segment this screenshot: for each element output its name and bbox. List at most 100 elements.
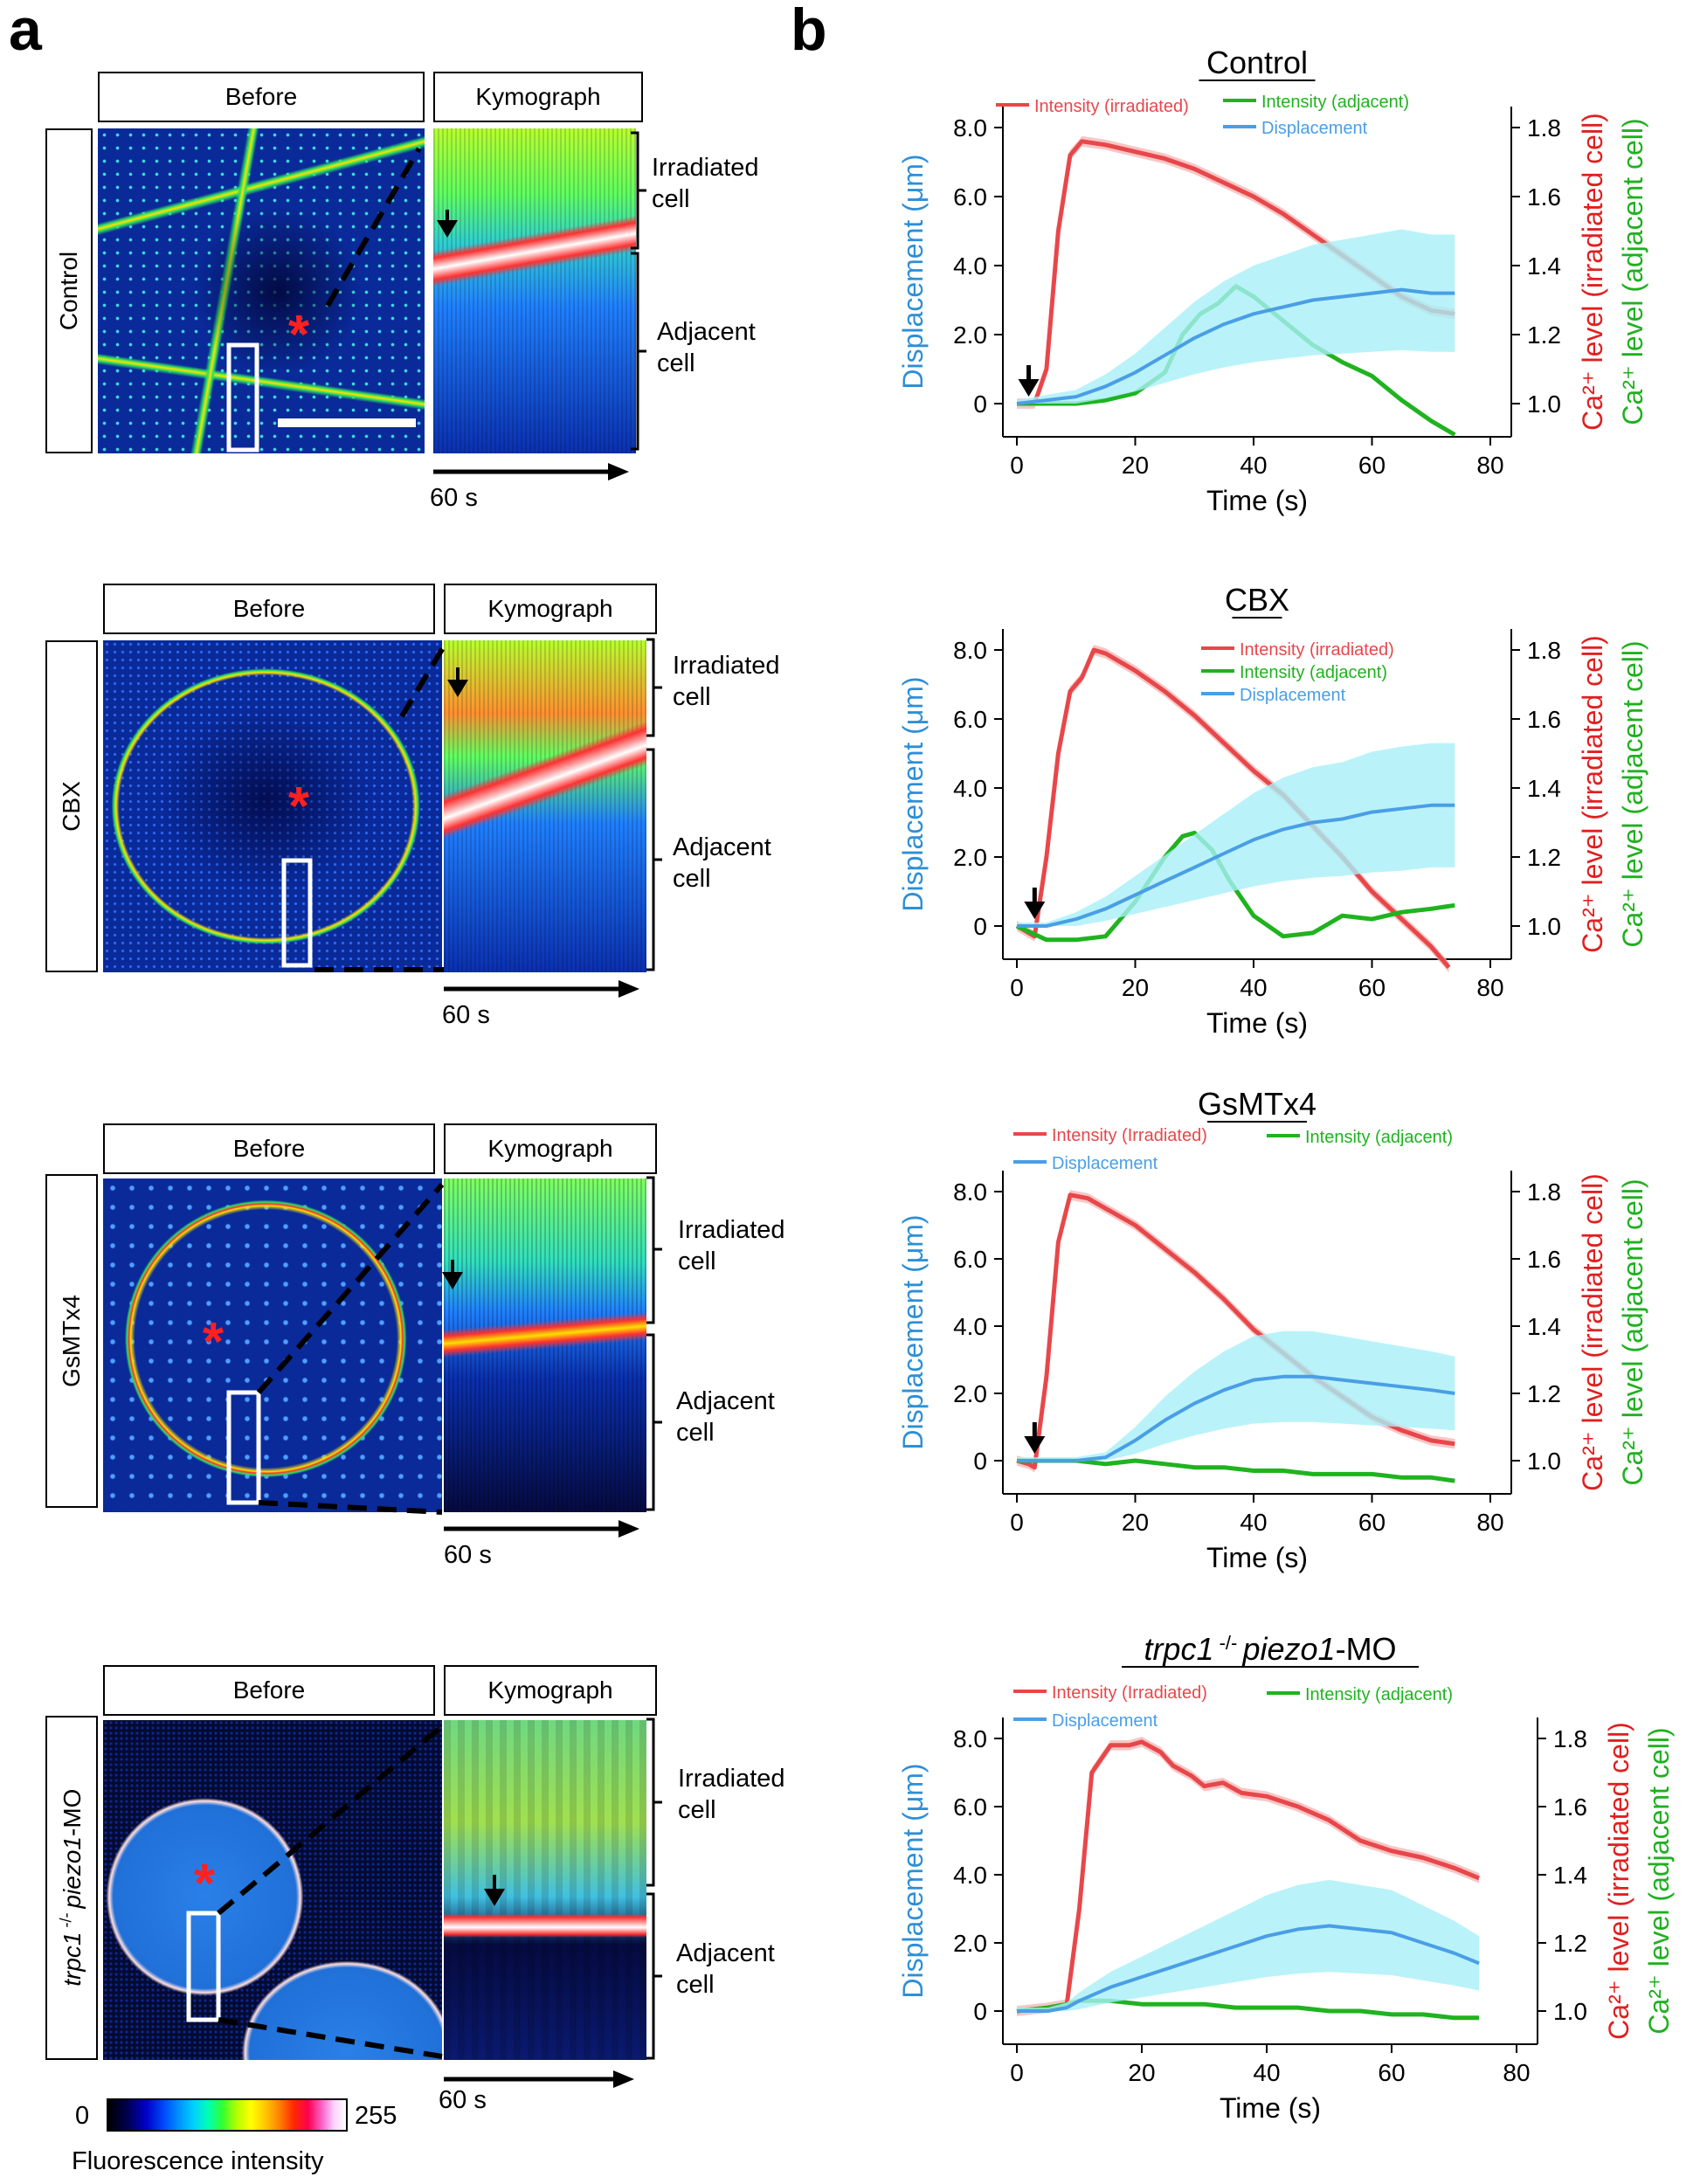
chart-3-displacement-band xyxy=(1017,1330,1455,1461)
chart-3-y2tick-label: 1.6 xyxy=(1527,1246,1561,1273)
colorbar-label: Fluorescence intensity xyxy=(72,2147,324,2175)
bracket-irr-gsmtx4 xyxy=(646,1176,662,1324)
bracket-adj-control xyxy=(631,252,646,451)
chart-1-xtick-label: 40 xyxy=(1240,452,1267,479)
asterisk-gsmtx4: * xyxy=(203,1312,225,1372)
chart-3-y2label-adjacent: Ca²⁺ level (adjacent cell) xyxy=(1617,1178,1648,1485)
chart-4-ytick-label: 2.0 xyxy=(953,1930,987,1957)
before-label-row3: Before xyxy=(103,1123,435,1174)
chart-3-title: GsMTx4 xyxy=(1198,1086,1316,1122)
chart-3-arrow-head xyxy=(1024,1436,1046,1454)
chart-3-xtick-label: 20 xyxy=(1122,1509,1149,1536)
chart-1-title: Control xyxy=(1206,45,1308,80)
start-arrow-trpc1 xyxy=(484,1889,505,1906)
kymograph-image-trpc1-piezo1 xyxy=(444,1720,646,2060)
chart-3-y2tick-label: 1.0 xyxy=(1527,1448,1561,1475)
chart-4-xtick-label: 40 xyxy=(1253,2059,1280,2086)
chart-1-y2tick-label: 1.8 xyxy=(1527,114,1561,142)
chart-4-xtick-label: 20 xyxy=(1128,2059,1155,2086)
condition-label-cbx: CBX xyxy=(45,640,98,972)
chart-4-y2tick-label: 1.6 xyxy=(1553,1794,1587,1821)
chart-1-xtick-label: 60 xyxy=(1358,452,1386,479)
chart-4-y2tick-label: 1.0 xyxy=(1553,1998,1587,2025)
adjacent-label-control: Adjacent cell xyxy=(657,318,756,378)
chart-2-xtick-label: 0 xyxy=(1010,974,1024,1001)
chart-4-ytick-label: 0 xyxy=(973,1998,987,2025)
time-arrowhead-gsmtx4 xyxy=(618,1520,639,1538)
chart-4-y2tick-label: 1.2 xyxy=(1553,1930,1587,1957)
asterisk-trpc1: * xyxy=(194,1854,216,1914)
chart-2-xtick-label: 40 xyxy=(1240,974,1267,1001)
chart-2-y2tick-label: 1.6 xyxy=(1527,706,1561,733)
bracket-irr-trpc1 xyxy=(646,1717,662,1887)
time-label-gsmtx4: 60 s xyxy=(444,1541,492,1569)
chart-3-xlabel: Time (s) xyxy=(1206,1542,1308,1573)
asterisk-cbx: * xyxy=(288,777,310,837)
chart-3-legend-displacement: Displacement xyxy=(1052,1154,1158,1173)
chart-2-ytick-label: 0 xyxy=(973,913,987,940)
start-arrow-gsmtx4 xyxy=(442,1272,463,1289)
bracket-irr-control xyxy=(631,131,646,250)
roi-box-trpc1 xyxy=(186,1911,221,2022)
chart-1-ytick-label: 2.0 xyxy=(953,321,987,349)
chart-3-xtick-label: 80 xyxy=(1476,1509,1503,1536)
time-arrowhead-trpc1 xyxy=(613,2070,634,2088)
before-label-row4: Before xyxy=(103,1665,435,1716)
chart-2-y2tick-label: 1.0 xyxy=(1527,913,1561,940)
chart-3-legend-irradiated: Intensity (Irradiated) xyxy=(1052,1126,1207,1145)
chart-3-irradiated-band xyxy=(1017,1190,1455,1473)
chart-2-legend-displacement: Displacement xyxy=(1240,686,1346,705)
chart-4-y2label-irradiated: Ca²⁺ level (irradiated cell) xyxy=(1603,1722,1634,2040)
chart-4-y2tick-label: 1.8 xyxy=(1553,1725,1587,1752)
chart-1-displacement-band xyxy=(1017,229,1455,404)
chart-3-displacement-line xyxy=(1017,1374,1455,1462)
before-image-gsmtx4 xyxy=(103,1178,442,1512)
chart-1-y2tick-label: 1.2 xyxy=(1527,321,1561,349)
kymo-line-cbx xyxy=(399,645,446,718)
chart-2-displacement-band xyxy=(1017,743,1455,926)
chart-4-ylabel: Displacement (μm) xyxy=(897,1763,929,1998)
start-arrow-control xyxy=(437,220,458,238)
chart-2-legend-adjacent: Intensity (adjacent) xyxy=(1240,663,1387,682)
chart-2-ytick-label: 6.0 xyxy=(953,706,987,733)
chart-2-y2label-irradiated: Ca²⁺ level (irradiated cell) xyxy=(1577,635,1608,953)
chart-4-ytick-label: 4.0 xyxy=(953,1862,987,1889)
chart-1-legend-irradiated: Intensity (irradiated) xyxy=(1034,97,1189,116)
kymograph-image-gsmtx4 xyxy=(444,1178,646,1512)
adjacent-label-trpc1: Adjacent cell xyxy=(676,1939,775,2000)
chart-2-y2tick-label: 1.2 xyxy=(1527,844,1561,871)
chart-2-ytick-label: 2.0 xyxy=(953,844,987,871)
chart-3-ytick-label: 2.0 xyxy=(953,1380,987,1407)
chart-3-xtick-label: 0 xyxy=(1010,1509,1024,1536)
chart-2-ytick-label: 8.0 xyxy=(953,637,987,664)
chart-1-ytick-label: 0 xyxy=(973,390,987,418)
chart-3-xtick-label: 40 xyxy=(1240,1509,1267,1536)
asterisk-control: * xyxy=(288,305,310,365)
time-arrowhead-control xyxy=(608,463,629,480)
chart-2-xtick-label: 60 xyxy=(1358,974,1386,1001)
chart-1-ytick-label: 6.0 xyxy=(953,183,987,211)
chart-4-xtick-label: 0 xyxy=(1010,2059,1024,2086)
chart-1-xtick-label: 80 xyxy=(1476,452,1503,479)
chart-2-y2label-adjacent: Ca²⁺ level (adjacent cell) xyxy=(1617,640,1648,947)
chart-4-irradiated-line xyxy=(1016,1739,1481,2014)
roi-box-gsmtx4 xyxy=(226,1390,261,1505)
chart-2-displacement-line xyxy=(1017,803,1455,928)
chart-2-xtick-label: 20 xyxy=(1122,974,1149,1001)
chart-2-irradiated-line xyxy=(1015,647,1451,970)
chart-4-y2label-adjacent: Ca²⁺ level (adjacent cell) xyxy=(1643,1727,1675,2034)
chart-1-ytick-label: 8.0 xyxy=(953,114,987,142)
bracket-irr-cbx xyxy=(646,638,662,737)
chart-4-xtick-label: 60 xyxy=(1378,2059,1405,2086)
roi-box-control xyxy=(226,342,259,453)
chart-3-y2tick-label: 1.2 xyxy=(1527,1380,1561,1407)
chart-2-ytick-label: 4.0 xyxy=(953,775,987,802)
time-label-trpc1: 60 s xyxy=(439,2086,487,2114)
chart-3-ytick-label: 8.0 xyxy=(953,1178,987,1206)
kymograph-label-row2: Kymograph xyxy=(444,584,657,634)
chart-2-xlabel: Time (s) xyxy=(1206,1007,1308,1039)
kymograph-label-row4: Kymograph xyxy=(444,1665,657,1716)
chart-3-ytick-label: 0 xyxy=(973,1448,987,1475)
chart-1-xlabel: Time (s) xyxy=(1206,485,1308,516)
chart-1-displacement-line xyxy=(1016,287,1455,405)
